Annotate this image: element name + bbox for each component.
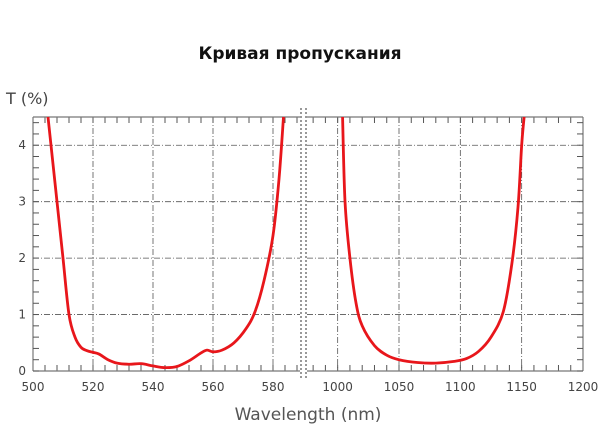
x-tick-label: 580: [262, 380, 285, 394]
x-tick-label: 500: [22, 380, 45, 394]
x-tick-label: 540: [142, 380, 165, 394]
chart-title: Кривая пропускания: [198, 44, 402, 64]
y-axis-label: T (%): [5, 89, 49, 108]
y-tick-label: 3: [18, 195, 26, 209]
x-tick-label: 1050: [384, 380, 415, 394]
y-tick-label: 0: [18, 364, 26, 378]
x-axis-label: Wavelength (nm): [235, 405, 382, 425]
y-tick-label: 1: [18, 308, 26, 322]
x-tick-label: 1200: [568, 380, 599, 394]
x-tick-label: 1000: [322, 380, 353, 394]
transmission-curve-1: [46, 116, 285, 370]
y-tick-label: 2: [18, 251, 26, 265]
x-tick-label: 560: [202, 380, 225, 394]
y-tick-label: 4: [18, 138, 26, 152]
axis-break-gap: [302, 108, 305, 380]
x-tick-label: 1100: [445, 380, 476, 394]
transmission-curve-2: [341, 116, 526, 365]
x-tick-label: 520: [82, 380, 105, 394]
x-tick-label: 1150: [506, 380, 537, 394]
